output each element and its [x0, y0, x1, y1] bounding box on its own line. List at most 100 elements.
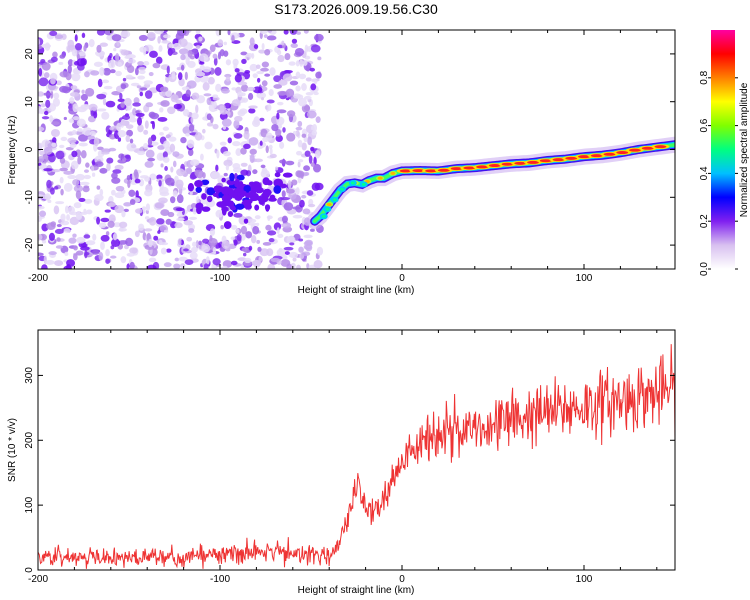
noise-speckle: [125, 74, 133, 79]
noise-speckle: [225, 76, 231, 82]
noise-speckle: [118, 221, 128, 229]
noise-speckle: [67, 39, 75, 48]
noise-speckle: [114, 205, 125, 214]
noise-speckle: [50, 77, 56, 85]
noise-speckle: [150, 134, 157, 142]
noise-speckle: [235, 228, 240, 234]
noise-speckle: [311, 182, 320, 191]
noise-speckle: [38, 165, 45, 169]
signal-onset-dot-core: [321, 214, 326, 218]
noise-speckle: [305, 91, 314, 96]
spectrogram-marks: [38, 30, 675, 269]
noise-speckle: [106, 162, 111, 172]
noise-speckle: [234, 115, 243, 122]
noise-speckle: [44, 146, 53, 155]
noise-speckle: [273, 75, 282, 83]
noise-speckle: [209, 228, 216, 236]
spectrogram-x-tick-label: 0: [399, 273, 405, 284]
noise-speckle: [245, 231, 253, 239]
noise-speckle: [126, 65, 135, 73]
noise-speckle: [46, 179, 52, 189]
noise-speckle: [96, 185, 101, 190]
signal-lobe-core: [399, 169, 412, 173]
noise-speckle: [94, 194, 104, 202]
noise-speckle: [231, 35, 235, 42]
blob-cluster-speck: [235, 203, 245, 210]
blob-cluster-speck: [195, 186, 202, 193]
noise-speckle: [72, 179, 80, 186]
noise-speckle: [96, 44, 102, 53]
noise-speckle: [227, 30, 231, 36]
colorbar-tick-label: 0.0: [699, 262, 710, 276]
noise-speckle: [172, 160, 177, 168]
colorbar-tick-label: 0.4: [699, 166, 710, 180]
noise-speckle: [163, 229, 169, 233]
noise-speckle: [163, 140, 170, 149]
noise-speckle: [137, 75, 146, 80]
noise-speckle: [299, 199, 305, 208]
noise-speckle: [38, 205, 45, 210]
noise-speckle: [111, 91, 121, 96]
noise-speckle: [175, 207, 185, 212]
noise-speckle: [223, 172, 228, 177]
noise-speckle: [112, 233, 118, 241]
noise-speckle: [78, 134, 88, 142]
noise-speckle: [268, 237, 275, 243]
noise-speckle: [212, 258, 221, 266]
noise-speckle: [305, 243, 313, 252]
noise-speckle: [152, 62, 161, 69]
noise-speckle: [292, 214, 303, 219]
noise-speckle: [55, 80, 62, 86]
blob-cluster-speck: [273, 178, 284, 188]
noise-speckle: [51, 169, 61, 173]
noise-speckle: [301, 142, 307, 151]
noise-speckle: [68, 211, 79, 216]
noise-speckle: [225, 164, 229, 171]
noise-speckle: [149, 50, 158, 59]
noise-speckle: [80, 93, 88, 101]
noise-speckle: [73, 67, 79, 75]
noise-speckle: [159, 131, 164, 136]
noise-speckle: [60, 188, 64, 196]
noise-speckle: [120, 101, 125, 108]
noise-speckle: [276, 227, 280, 234]
noise-speckle: [93, 111, 98, 119]
snr-y-tick-label: 100: [24, 496, 35, 513]
noise-speckle: [106, 157, 114, 164]
noise-speckle: [286, 263, 292, 269]
noise-speckle: [270, 257, 281, 263]
noise-speckle: [240, 162, 248, 167]
noise-speckle: [296, 31, 301, 35]
blob-cluster-speck: [243, 185, 251, 193]
noise-speckle: [138, 69, 146, 75]
noise-speckle: [295, 130, 300, 137]
noise-speckle: [59, 144, 65, 149]
noise-speckle: [281, 215, 288, 223]
noise-speckle: [243, 130, 250, 140]
noise-speckle: [46, 222, 56, 231]
signal-lobe-core: [578, 155, 590, 159]
noise-speckle: [38, 155, 44, 163]
noise-speckle: [144, 228, 153, 232]
noise-speckle: [234, 74, 242, 83]
noise-speckle: [194, 169, 199, 176]
noise-speckle: [239, 108, 248, 115]
spectrogram-y-tick-label: 0: [24, 146, 35, 152]
noise-speckle: [260, 67, 269, 72]
noise-speckle: [78, 142, 88, 147]
noise-speckle: [84, 71, 90, 78]
noise-speckle: [138, 66, 147, 71]
noise-speckle: [260, 169, 270, 179]
noise-speckle: [220, 224, 224, 230]
noise-speckle: [240, 147, 247, 155]
noise-speckle: [72, 116, 80, 121]
noise-speckle: [283, 202, 294, 211]
noise-speckle: [192, 207, 197, 215]
noise-speckle: [246, 86, 256, 92]
noise-speckle: [278, 247, 283, 253]
noise-speckle: [308, 155, 313, 164]
noise-speckle: [105, 100, 116, 108]
noise-speckle: [173, 103, 182, 110]
noise-speckle: [265, 145, 269, 154]
noise-speckle: [51, 142, 57, 148]
